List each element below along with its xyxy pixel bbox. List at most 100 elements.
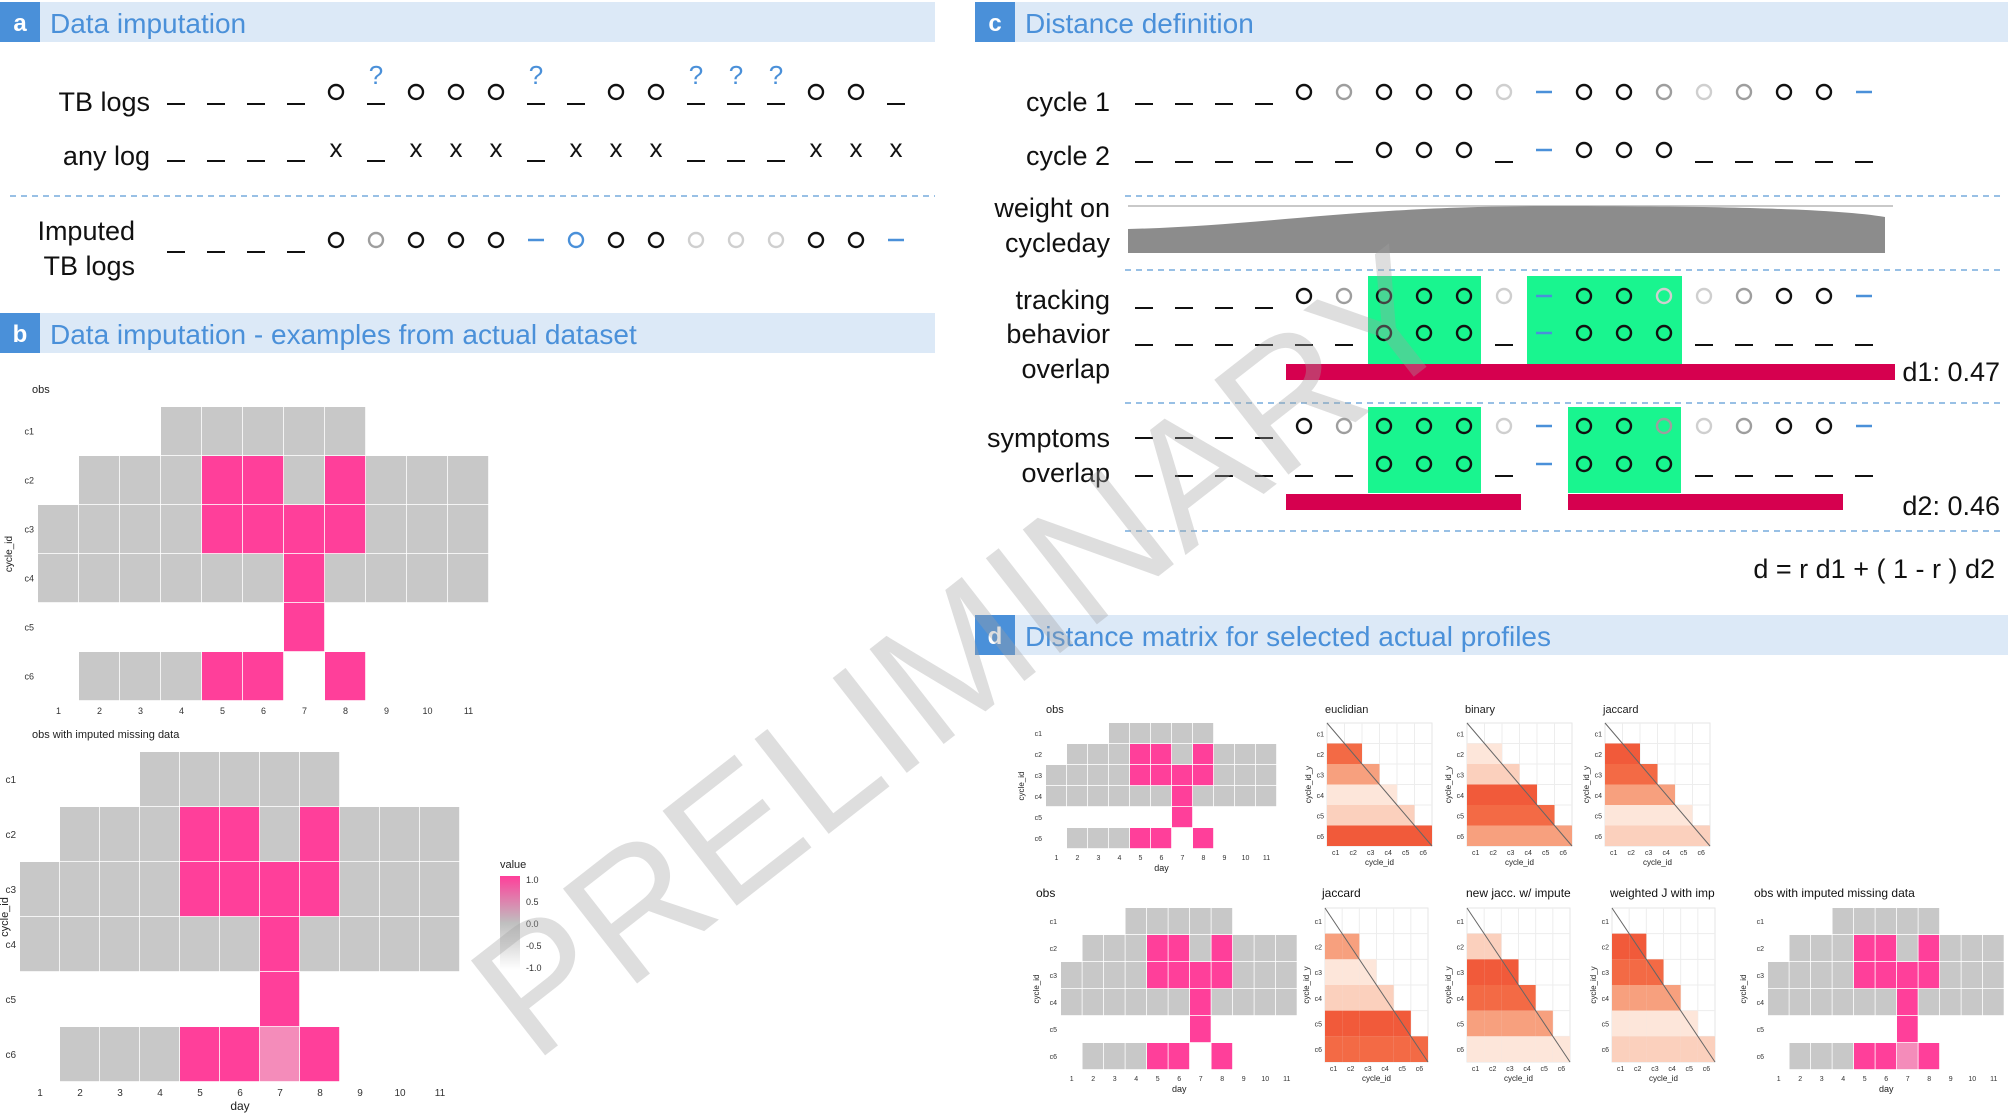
- heat-cell: [284, 603, 325, 652]
- day-tick-label: 11: [1990, 1076, 1997, 1083]
- matrix-col-label: c3: [1367, 850, 1375, 857]
- question-mark: ?: [729, 60, 743, 90]
- heat-cell: [1811, 989, 1832, 1016]
- matrix-row-label: c1: [1602, 919, 1610, 926]
- row-tick-label: c6: [1757, 1054, 1765, 1061]
- heat-cell: [1940, 935, 1961, 962]
- matrix-ylabel: cycle_id_y: [1582, 766, 1591, 803]
- matrix-row-label: c3: [1317, 772, 1325, 779]
- legend-tick-label: 0.0: [526, 919, 539, 929]
- log-circle: [1415, 141, 1433, 159]
- heat-cell: [1190, 1016, 1211, 1043]
- matrix-col-label: c2: [1628, 850, 1636, 857]
- heat-cell: [407, 554, 448, 603]
- matrix-cell: [1467, 985, 1485, 1011]
- matrix-cell: [1657, 805, 1675, 826]
- matrix-col-label: c3: [1364, 1066, 1372, 1073]
- heat-cell: [1147, 989, 1168, 1016]
- matrix-cell: [1467, 1010, 1485, 1037]
- log-circle: [687, 231, 705, 249]
- heat-cell: [1211, 1043, 1233, 1070]
- matrix-col-label: c5: [1399, 1066, 1407, 1073]
- heat-cell: [1088, 765, 1109, 786]
- heat-cell: [161, 456, 202, 505]
- title-d: Distance matrix for selected actual prof…: [1025, 621, 1551, 652]
- row-tick-label: c1: [5, 775, 16, 786]
- matrix-cell: [1342, 1036, 1360, 1062]
- day-tick-label: 8: [1202, 855, 1206, 862]
- heat-ylabel: cycle_id: [1017, 772, 1026, 801]
- day-tick-label: 9: [1223, 855, 1227, 862]
- matrix-cell: [1359, 1010, 1377, 1037]
- tb-logs-sequence: ?????: [167, 60, 905, 105]
- matrix-xlabel: cycle_id: [1365, 858, 1394, 867]
- matrix-cell: [1622, 825, 1640, 846]
- heat-cell: [325, 407, 366, 456]
- heat-cell: [366, 554, 407, 603]
- heat-cell: [1168, 962, 1190, 989]
- heat-cell: [1254, 935, 1276, 962]
- title-a: Data imputation: [50, 8, 246, 39]
- matrix-row-label: c6: [1317, 834, 1325, 841]
- heat-cell: [1254, 989, 1276, 1016]
- matrix-row-label: c1: [1457, 731, 1465, 738]
- log-circle: [1455, 417, 1473, 435]
- matrix-col-label: c2: [1490, 850, 1498, 857]
- heat-cell: [140, 917, 180, 972]
- matrix-cell: [1327, 784, 1345, 805]
- matrix-col-label: c3: [1507, 850, 1515, 857]
- matrix-col-label: c2: [1347, 1066, 1355, 1073]
- log-circle: [1695, 287, 1713, 305]
- matrix-cell: [1622, 784, 1640, 805]
- matrix-cell: [1397, 825, 1415, 846]
- log-circle: [447, 231, 465, 249]
- day-tick-label: 7: [1181, 855, 1185, 862]
- heat-cell: [1151, 765, 1172, 786]
- log-circle: [1375, 287, 1393, 305]
- log-circle: [1295, 83, 1313, 101]
- legend-title: value: [500, 859, 526, 871]
- matrix-cell: [1344, 784, 1362, 805]
- heat-cell: [140, 1027, 180, 1082]
- heat-cell: [1104, 935, 1125, 962]
- log-circle: [1415, 455, 1433, 473]
- matrix-row-label: c2: [1457, 752, 1465, 759]
- heat-cell: [1214, 744, 1235, 765]
- matrix-cell: [1484, 825, 1502, 846]
- matrix-cell: [1362, 784, 1380, 805]
- heat-cell: [1961, 989, 1983, 1016]
- day-tick-label: 11: [1263, 855, 1270, 862]
- matrix-row-label: c2: [1595, 752, 1603, 759]
- matrix-cell: [1646, 985, 1664, 1011]
- log-circle: [1295, 417, 1313, 435]
- heat-cell: [1233, 962, 1254, 989]
- row-tick-label: c5: [1035, 815, 1043, 822]
- matrix-cell: [1467, 743, 1485, 764]
- tracking-overlap-block-2: [1527, 276, 1682, 364]
- matrix-col-label: c1: [1472, 850, 1480, 857]
- heat-cell: [1125, 935, 1147, 962]
- heat-cell: [1190, 989, 1211, 1016]
- heat-cell: [1897, 1043, 1918, 1070]
- heat-cell: [300, 862, 340, 917]
- log-circle: [447, 83, 465, 101]
- heat-cell: [1125, 962, 1147, 989]
- row-tick-label: c2: [24, 476, 34, 486]
- day-tick-label: 1: [1777, 1076, 1781, 1083]
- heat-cell: [448, 456, 489, 505]
- matrix-row-label: c5: [1595, 813, 1603, 820]
- day-tick-label: 5: [1863, 1076, 1867, 1083]
- heat-cell: [120, 505, 161, 554]
- heat-cell: [1151, 744, 1172, 765]
- heat-cell: [1875, 989, 1897, 1016]
- log-circle: [1575, 287, 1593, 305]
- heat-cell: [260, 862, 300, 917]
- heat-cell: [1983, 935, 2004, 962]
- symptoms-overlap-bar-2: [1568, 494, 1843, 510]
- matrix-row-label: c3: [1595, 772, 1603, 779]
- matrix-row-label: c3: [1457, 772, 1465, 779]
- heat-cell: [420, 862, 460, 917]
- heat-cell: [1940, 989, 1961, 1016]
- heat-cell: [1854, 1043, 1875, 1070]
